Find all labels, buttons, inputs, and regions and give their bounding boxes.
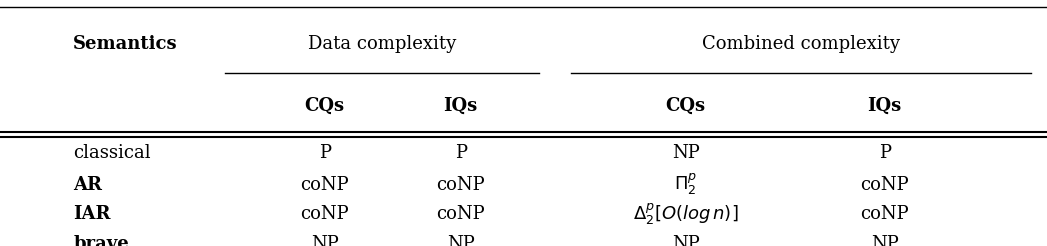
Text: NP: NP [672, 234, 699, 246]
Text: coNP: coNP [861, 205, 909, 223]
Text: $\Delta_2^p[O(\mathit{log}\,n)]$: $\Delta_2^p[O(\mathit{log}\,n)]$ [633, 201, 738, 227]
Text: IAR: IAR [73, 205, 111, 223]
Text: P: P [318, 143, 331, 162]
Text: coNP: coNP [300, 205, 349, 223]
Text: Data complexity: Data complexity [308, 35, 456, 53]
Text: Semantics: Semantics [73, 35, 178, 53]
Text: coNP: coNP [437, 175, 485, 194]
Text: P: P [454, 143, 467, 162]
Text: $\Pi_2^p$: $\Pi_2^p$ [674, 172, 697, 197]
Text: IQs: IQs [444, 97, 477, 115]
Text: brave: brave [73, 234, 129, 246]
Text: AR: AR [73, 175, 103, 194]
Text: CQs: CQs [305, 97, 344, 115]
Text: Combined complexity: Combined complexity [701, 35, 900, 53]
Text: coNP: coNP [861, 175, 909, 194]
Text: NP: NP [447, 234, 474, 246]
Text: CQs: CQs [666, 97, 706, 115]
Text: classical: classical [73, 143, 151, 162]
Text: NP: NP [871, 234, 898, 246]
Text: coNP: coNP [300, 175, 349, 194]
Text: coNP: coNP [437, 205, 485, 223]
Text: IQs: IQs [868, 97, 901, 115]
Text: NP: NP [672, 143, 699, 162]
Text: P: P [878, 143, 891, 162]
Text: NP: NP [311, 234, 338, 246]
